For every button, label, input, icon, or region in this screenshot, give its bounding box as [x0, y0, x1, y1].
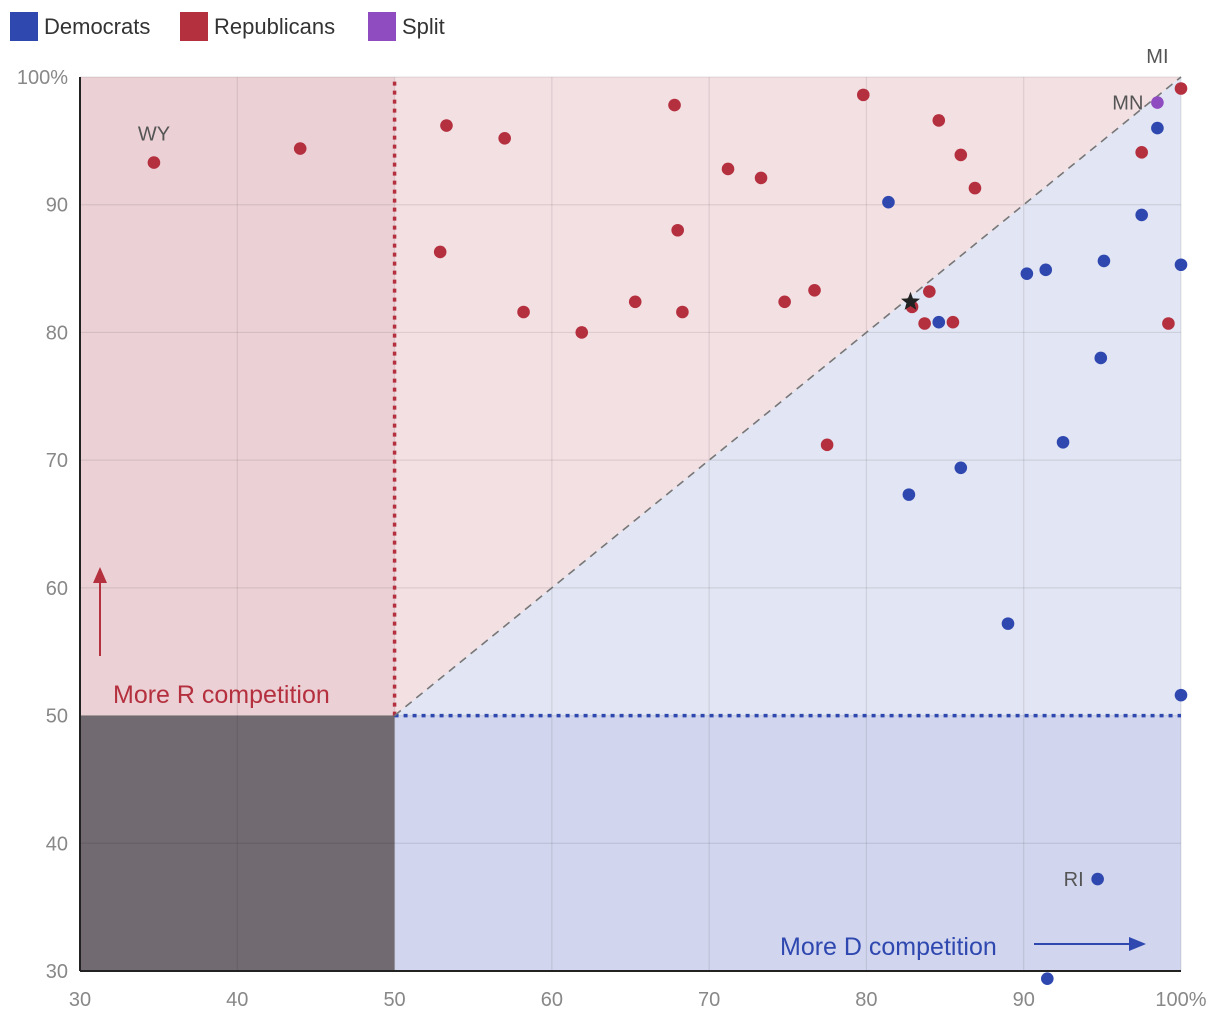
legend-swatch: [10, 12, 38, 41]
legend-label: Republicans: [214, 14, 335, 39]
point-republicans: [433, 245, 447, 259]
star-marker: [901, 291, 920, 310]
x-tick-label: 50: [383, 989, 405, 1011]
y-tick-label: 90: [46, 195, 68, 217]
point-democrats: [954, 461, 968, 475]
x-tick-label: 70: [698, 989, 720, 1011]
point-republicans: [721, 162, 735, 176]
point-democrats: [1091, 872, 1104, 886]
point-republicans: [1174, 82, 1188, 95]
y-tick-label: 40: [46, 833, 68, 855]
point-republicans: [628, 295, 642, 309]
point-republicans: [954, 148, 968, 162]
point-democrats: [1097, 254, 1111, 268]
point-republicans: [147, 156, 161, 169]
point-democrats: [1151, 121, 1164, 135]
x-tick-label: 100%: [1155, 989, 1206, 1011]
legend: Democrats Republicans Split: [10, 12, 445, 41]
x-tick-label: 60: [541, 989, 563, 1011]
point-republicans: [820, 438, 834, 452]
point-republicans: [778, 295, 791, 309]
point-republicans: [517, 305, 530, 319]
point-democrats: [1094, 351, 1108, 365]
state-label: MI: [1146, 46, 1168, 68]
gridlines: [80, 76, 1182, 971]
d-zone: [394, 715, 1182, 971]
point-democrats: [1056, 435, 1070, 449]
point-republicans: [1135, 146, 1148, 159]
point-republicans: [946, 315, 960, 329]
state-label: MN: [1112, 93, 1143, 115]
annotations: More R competition More D competition: [93, 567, 1146, 961]
point-republicans: [968, 181, 982, 195]
point-democrats: [1001, 617, 1015, 630]
point-democrats: [902, 488, 916, 501]
x-tick-label: 40: [226, 989, 248, 1011]
reference-line-diagonal: [394, 76, 1182, 717]
point-democrats: [932, 315, 946, 329]
y-tick-label: 60: [46, 578, 68, 600]
point-republicans: [918, 317, 931, 330]
y-tick-label: 30: [46, 961, 68, 983]
y-tick-label: 100%: [17, 67, 68, 89]
point-republicans: [856, 88, 870, 102]
point-republicans: [1162, 317, 1175, 330]
point-democrats: [1041, 972, 1054, 985]
point-labels: RI WY MN MI: [138, 46, 1169, 891]
point-republicans: [668, 98, 681, 112]
x-tick-label: 30: [69, 989, 91, 1011]
point-republicans: [498, 132, 511, 145]
point-republicans: [440, 119, 453, 132]
no-competition-zone: [80, 715, 395, 971]
point-republicans: [293, 142, 307, 155]
point-democrats: [1020, 267, 1034, 280]
point-republicans: [754, 171, 768, 185]
point-republicans: [923, 285, 936, 298]
y-tick-label: 70: [46, 450, 68, 472]
more-d-arrow-head: [1129, 937, 1146, 951]
point-republicans: [932, 114, 946, 127]
legend-swatch: [368, 12, 396, 41]
point-republicans: [676, 305, 689, 319]
x-tick-label: 80: [855, 989, 877, 1011]
point-republicans: [808, 283, 821, 297]
point-democrats: [1135, 208, 1148, 222]
x-tick-label: 90: [1013, 989, 1035, 1011]
legend-swatch: [180, 12, 208, 41]
point-democrats: [882, 195, 895, 209]
point-democrats: [1174, 688, 1188, 702]
axes: [79, 77, 1181, 972]
state-label: WY: [138, 124, 170, 146]
point-split: [1151, 96, 1164, 109]
point-democrats: [1039, 263, 1053, 277]
point-republicans: [671, 223, 684, 237]
point-democrats: [1174, 258, 1188, 272]
state-label: RI: [1064, 869, 1084, 891]
r-competition-zone: [394, 77, 1182, 716]
legend-label: Democrats: [44, 14, 150, 39]
y-tick-label: 80: [46, 322, 68, 344]
data-points: [147, 82, 1188, 985]
legend-label: Split: [402, 14, 445, 39]
y-tick-label: 50: [46, 706, 68, 728]
point-republicans: [575, 326, 589, 339]
more-d-competition-label: More D competition: [780, 933, 997, 961]
more-r-competition-label: More R competition: [113, 681, 330, 709]
more-r-arrow-head: [93, 567, 107, 583]
r-zone: [80, 77, 395, 716]
tick-labels: 30 40 50 60 70 80 90 100% 30 40 50 60 70 80 90 100%: [17, 67, 1207, 1011]
reference-lines: [392, 76, 1182, 718]
